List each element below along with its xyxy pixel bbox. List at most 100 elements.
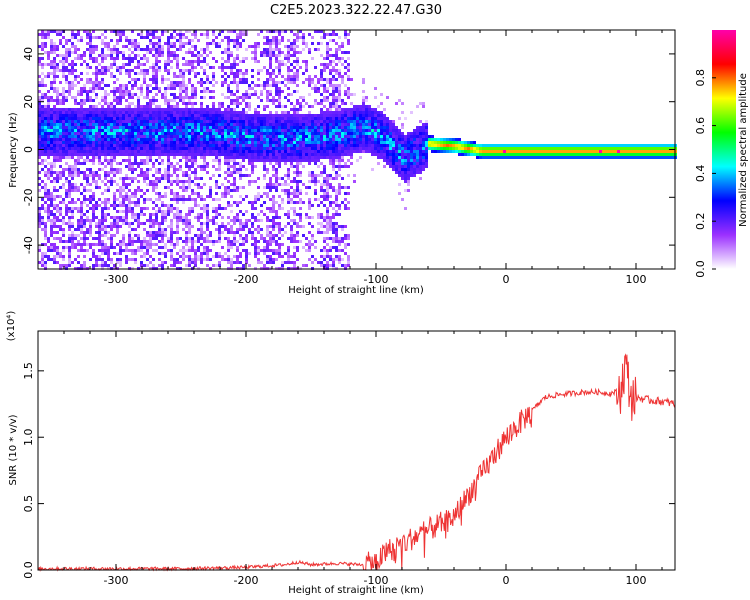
spectrogram-cell bbox=[338, 249, 341, 252]
spectrogram-cell bbox=[146, 240, 149, 243]
spectrogram-cell bbox=[71, 177, 74, 180]
spectrogram-cell bbox=[221, 63, 224, 66]
spectrogram-cell bbox=[254, 60, 257, 63]
spectrogram-cell bbox=[44, 33, 47, 36]
spectrogram-cell bbox=[233, 39, 236, 42]
spectrogram-cell bbox=[104, 183, 107, 186]
spectrogram-cell bbox=[206, 150, 209, 153]
spectrogram-cell bbox=[50, 81, 53, 84]
spectrogram-cell bbox=[173, 138, 176, 141]
spectrogram-cell bbox=[134, 84, 137, 87]
spectrogram-cell bbox=[191, 135, 194, 138]
spectrogram-cell bbox=[311, 174, 314, 177]
spectrogram-cell bbox=[296, 39, 299, 42]
spectrogram-cell bbox=[308, 258, 311, 261]
spectrogram-cell bbox=[83, 162, 86, 165]
spectrogram-cell bbox=[107, 201, 110, 204]
spectrogram-cell bbox=[212, 153, 215, 156]
spectrogram-cell bbox=[170, 132, 173, 135]
spectrogram-cell bbox=[299, 135, 302, 138]
spectrogram-cell bbox=[107, 66, 110, 69]
spectrogram-cell bbox=[338, 225, 341, 228]
spectrogram-cell bbox=[314, 183, 317, 186]
spectrogram-cell bbox=[176, 75, 179, 78]
spectrogram-cell bbox=[98, 156, 101, 159]
spectrogram-cell bbox=[263, 48, 266, 51]
spectrogram-cell bbox=[53, 105, 56, 108]
spectrogram-cell bbox=[215, 126, 218, 129]
spectrogram-cell bbox=[329, 138, 332, 141]
spectrogram-cell bbox=[179, 147, 182, 150]
spectrogram-cell bbox=[44, 126, 47, 129]
spectrogram-cell bbox=[281, 75, 284, 78]
spectrogram-cell bbox=[146, 108, 149, 111]
spectrogram-cell bbox=[305, 141, 308, 144]
spectrogram-cell bbox=[47, 33, 50, 36]
spectrogram-cell bbox=[146, 57, 149, 60]
spectrogram-cell bbox=[191, 96, 194, 99]
spectrogram-cell bbox=[104, 111, 107, 114]
spectrogram-cell bbox=[275, 252, 278, 255]
spectrogram-cell bbox=[281, 228, 284, 231]
spectrogram-cell bbox=[278, 162, 281, 165]
spectrogram-cell bbox=[242, 120, 245, 123]
spectrogram-cell bbox=[206, 264, 209, 267]
spectrogram-cell bbox=[173, 261, 176, 264]
spectrogram-cell bbox=[83, 129, 86, 132]
spectrogram-cell bbox=[119, 90, 122, 93]
spectrogram-cell bbox=[53, 126, 56, 129]
spectrogram-cell bbox=[92, 120, 95, 123]
spectrogram-cell bbox=[44, 63, 47, 66]
spectrogram-cell bbox=[176, 96, 179, 99]
spectrogram-cell bbox=[77, 39, 80, 42]
spectrogram-cell bbox=[182, 108, 185, 111]
spectrogram-cell bbox=[257, 33, 260, 36]
spectrogram-cell bbox=[59, 177, 62, 180]
spectrogram-cell bbox=[281, 138, 284, 141]
spectrogram-cell bbox=[329, 159, 332, 162]
spectrogram-cell bbox=[80, 210, 83, 213]
spectrogram-cell bbox=[191, 69, 194, 72]
spectrogram-cell bbox=[218, 261, 221, 264]
spectrogram-cell bbox=[137, 189, 140, 192]
spectrogram-cell bbox=[188, 117, 191, 120]
spectrogram-cell bbox=[179, 69, 182, 72]
spectrogram-cell bbox=[227, 231, 230, 234]
spectrogram-cell bbox=[98, 54, 101, 57]
spectrogram-cell bbox=[248, 114, 251, 117]
spectrogram-cell bbox=[305, 102, 308, 105]
spectrogram-cell bbox=[188, 30, 191, 33]
spectrogram-cell bbox=[302, 183, 305, 186]
spectrogram-cell bbox=[209, 141, 212, 144]
spectrogram-cell bbox=[194, 111, 197, 114]
spectrogram-cell bbox=[68, 219, 71, 222]
spectrogram-cell bbox=[62, 96, 65, 99]
spectrogram-cell bbox=[275, 87, 278, 90]
spectrogram-cell bbox=[104, 189, 107, 192]
spectrogram-cell bbox=[320, 108, 323, 111]
spectrogram-cell bbox=[104, 150, 107, 153]
spectrogram-cell bbox=[179, 36, 182, 39]
spectrogram-cell bbox=[182, 150, 185, 153]
spectrogram-cell bbox=[206, 213, 209, 216]
spectrogram-cell bbox=[143, 114, 146, 117]
spectrogram-cell bbox=[56, 171, 59, 174]
spectrogram-cell bbox=[167, 60, 170, 63]
spectrogram-cell bbox=[188, 108, 191, 111]
spectrogram-cell bbox=[194, 135, 197, 138]
spectrogram-cell bbox=[194, 174, 197, 177]
spectrogram-cell bbox=[59, 207, 62, 210]
spectrogram-cell bbox=[53, 108, 56, 111]
spectrogram-cell bbox=[56, 111, 59, 114]
spectrogram-cell bbox=[293, 111, 296, 114]
spectrogram-cell bbox=[152, 231, 155, 234]
spectrogram-cell bbox=[176, 147, 179, 150]
spectrogram-cell bbox=[149, 114, 152, 117]
spectrogram-cell bbox=[158, 150, 161, 153]
spectrogram-cell bbox=[167, 249, 170, 252]
spectrogram-cell bbox=[206, 33, 209, 36]
spectrogram-cell bbox=[320, 99, 323, 102]
spectrogram-cell bbox=[326, 264, 329, 267]
spectrogram-cell bbox=[182, 120, 185, 123]
